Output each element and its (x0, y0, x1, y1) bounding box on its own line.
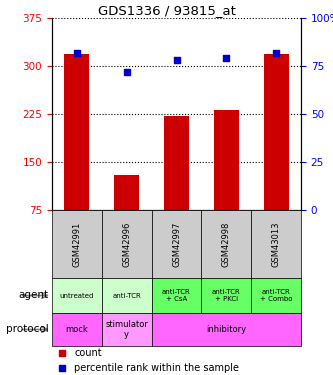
Bar (201, 278, 251, 313)
Point (59, 365, 65, 371)
Text: agent: agent (19, 291, 49, 300)
Bar (152, 278, 201, 313)
Text: GSM43013: GSM43013 (272, 221, 281, 267)
Text: GDS1336 / 93815_at: GDS1336 / 93815_at (98, 4, 235, 17)
Bar (264, 54, 289, 210)
Text: GSM42996: GSM42996 (122, 221, 131, 267)
Bar (152, 210, 201, 278)
Bar (164, 116, 189, 210)
Bar (102, 278, 152, 313)
Bar (114, 175, 139, 210)
Text: stimulator
y: stimulator y (105, 320, 148, 339)
Point (74, 50, 80, 55)
Text: GSM42998: GSM42998 (222, 221, 231, 267)
Bar (201, 210, 251, 278)
Bar (214, 110, 239, 210)
Bar (52, 313, 102, 346)
Bar (52, 278, 102, 313)
Text: count: count (74, 348, 102, 358)
Text: protocol: protocol (6, 324, 49, 334)
Bar (251, 210, 301, 278)
Bar (65, 54, 89, 210)
Point (59, 350, 65, 356)
Text: inhibitory: inhibitory (206, 325, 246, 334)
Bar (102, 313, 152, 346)
Point (124, 69, 129, 75)
Text: percentile rank within the sample: percentile rank within the sample (74, 363, 239, 373)
Text: mock: mock (66, 325, 88, 334)
Text: anti-TCR
+ PKCi: anti-TCR + PKCi (212, 289, 241, 302)
Point (273, 50, 279, 55)
Point (174, 57, 179, 63)
Text: untreated: untreated (60, 292, 94, 298)
Text: anti-TCR
+ CsA: anti-TCR + CsA (162, 289, 191, 302)
Point (224, 56, 229, 62)
Text: GSM42997: GSM42997 (172, 221, 181, 267)
Text: anti-TCR: anti-TCR (112, 292, 141, 298)
Bar (251, 278, 301, 313)
Bar (52, 210, 102, 278)
Text: GSM42991: GSM42991 (72, 221, 81, 267)
Text: anti-TCR
+ Combo: anti-TCR + Combo (260, 289, 292, 302)
Bar (102, 210, 152, 278)
Bar (152, 313, 301, 346)
